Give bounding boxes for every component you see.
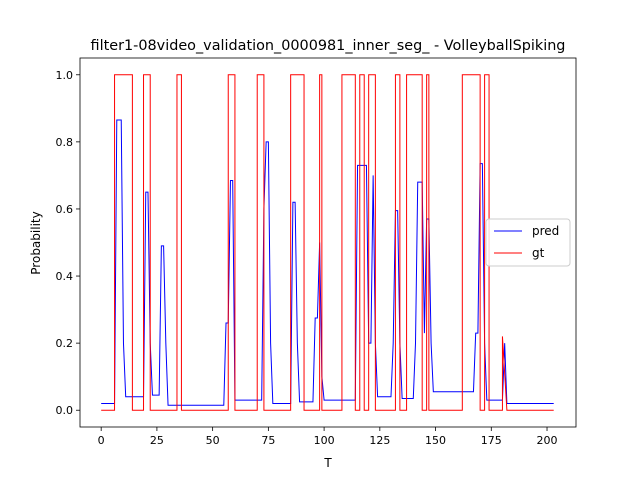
y-axis-label: Probability bbox=[29, 211, 43, 274]
y-tick-label: 0.4 bbox=[56, 270, 74, 283]
x-tick-label: 125 bbox=[369, 434, 390, 447]
y-tick-label: 0.8 bbox=[56, 136, 74, 149]
y-tick-label: 1.0 bbox=[56, 69, 74, 82]
legend-label-pred: pred bbox=[532, 224, 559, 238]
y-tick-label: 0.0 bbox=[56, 404, 74, 417]
chart-title: filter1-08video_validation_0000981_inner… bbox=[91, 38, 566, 54]
plot-frame bbox=[79, 57, 577, 428]
y-tick-label: 0.2 bbox=[56, 337, 74, 350]
x-tick-label: 100 bbox=[314, 434, 335, 447]
x-tick-label: 75 bbox=[261, 434, 275, 447]
series-line-gt bbox=[101, 74, 554, 411]
y-tick-label: 0.6 bbox=[56, 203, 74, 216]
series-line-pred bbox=[101, 119, 554, 406]
x-axis-label: T bbox=[323, 456, 332, 470]
legend: pred gt bbox=[485, 218, 571, 267]
x-tick-label: 25 bbox=[150, 434, 164, 447]
x-tick-label: 50 bbox=[206, 434, 220, 447]
legend-label-gt: gt bbox=[532, 246, 545, 260]
x-tick-label: 175 bbox=[481, 434, 502, 447]
y-axis: 0.0 0.2 0.4 0.6 0.8 1.0 bbox=[56, 69, 80, 417]
x-tick-label: 0 bbox=[98, 434, 105, 447]
x-tick-label: 150 bbox=[425, 434, 446, 447]
x-tick-label: 200 bbox=[537, 434, 558, 447]
x-axis: 0 25 50 75 100 125 150 175 200 bbox=[98, 427, 558, 447]
